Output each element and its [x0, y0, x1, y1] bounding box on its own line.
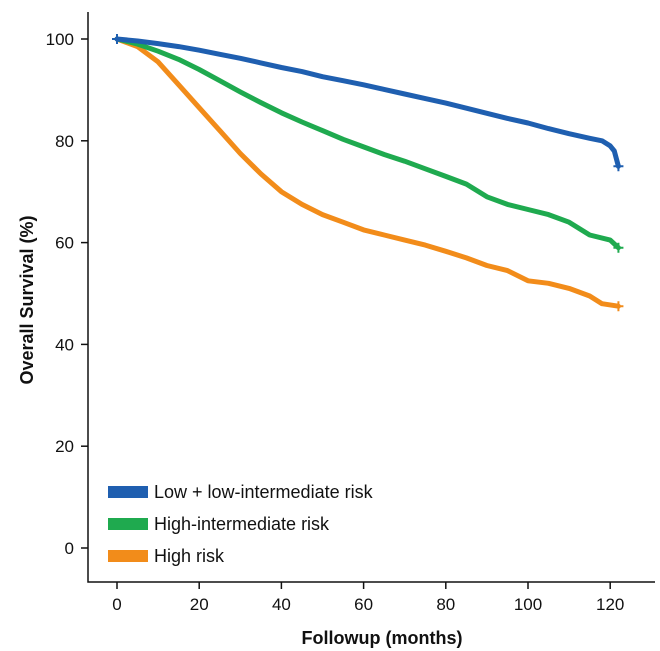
legend-label: Low + low-intermediate risk — [154, 482, 374, 502]
censor-mark — [613, 242, 624, 253]
axes — [87, 12, 655, 583]
series-line-high-risk — [114, 36, 621, 309]
legend-label: High-intermediate risk — [154, 514, 330, 534]
series-line-low-low-intermediate-risk — [114, 36, 621, 169]
y-tick-label: 100 — [46, 30, 74, 49]
legend-swatch — [108, 486, 148, 498]
y-tick-label: 0 — [65, 539, 74, 558]
y-tick-label: 40 — [55, 335, 74, 354]
x-tick-label: 120 — [596, 595, 624, 614]
x-tick-label: 60 — [354, 595, 373, 614]
legend-swatch — [108, 550, 148, 562]
x-axis-title: Followup (months) — [302, 628, 463, 648]
x-tick-label: 0 — [112, 595, 121, 614]
censor-mark — [613, 301, 624, 312]
x-axis-ticks: 0 20 40 60 80 100 120 — [112, 582, 624, 614]
censor-mark — [613, 161, 624, 172]
legend-label: High risk — [154, 546, 225, 566]
x-tick-label: 40 — [272, 595, 291, 614]
series-line-high-intermediate-risk — [114, 36, 621, 251]
axis-frame — [87, 12, 655, 583]
series-layer — [112, 34, 624, 312]
legend: Low + low-intermediate risk High-intermed… — [108, 482, 374, 566]
x-tick-label: 80 — [436, 595, 455, 614]
x-tick-label: 100 — [514, 595, 542, 614]
legend-swatch — [108, 518, 148, 530]
y-tick-label: 80 — [55, 132, 74, 151]
y-tick-label: 20 — [55, 437, 74, 456]
censor-mark — [112, 34, 122, 44]
x-tick-label: 20 — [190, 595, 209, 614]
y-tick-label: 60 — [55, 234, 74, 253]
y-axis-title: Overall Survival (%) — [17, 215, 37, 384]
y-axis-ticks: 0 20 40 60 80 100 — [46, 30, 88, 558]
